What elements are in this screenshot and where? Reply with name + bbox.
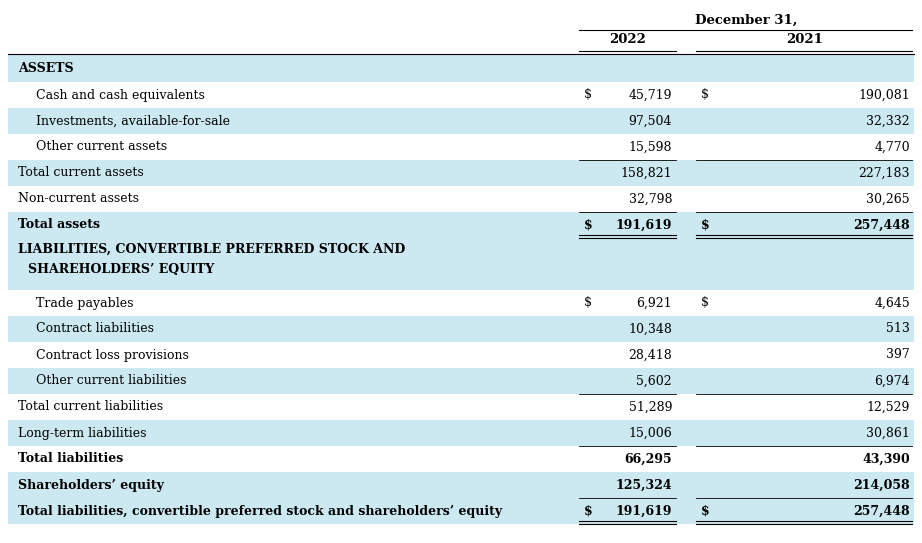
Text: SHAREHOLDERS’ EQUITY: SHAREHOLDERS’ EQUITY	[28, 263, 214, 276]
Text: ASSETS: ASSETS	[18, 61, 74, 74]
Text: $: $	[701, 89, 709, 102]
Text: Contract loss provisions: Contract loss provisions	[36, 349, 189, 362]
Bar	[8, 420, 914, 446]
Text: Total current liabilities: Total current liabilities	[18, 401, 163, 414]
Text: Investments, available-for-sale: Investments, available-for-sale	[36, 115, 230, 128]
Text: 51,289: 51,289	[629, 401, 672, 414]
Text: 257,448: 257,448	[854, 504, 910, 517]
Text: $: $	[701, 504, 710, 517]
Text: $: $	[584, 504, 593, 517]
Text: $: $	[701, 218, 710, 231]
Text: Shareholders’ equity: Shareholders’ equity	[18, 478, 164, 491]
Text: Other current assets: Other current assets	[36, 141, 167, 154]
Text: 30,265: 30,265	[867, 193, 910, 205]
Text: 32,798: 32,798	[629, 193, 672, 205]
Text: Long-term liabilities: Long-term liabilities	[18, 426, 147, 439]
Text: 2022: 2022	[609, 33, 646, 46]
Bar	[8, 160, 914, 186]
Text: Non-current assets: Non-current assets	[18, 193, 139, 205]
Bar	[8, 316, 914, 342]
Text: Total liabilities, convertible preferred stock and shareholders’ equity: Total liabilities, convertible preferred…	[18, 504, 502, 517]
Text: 191,619: 191,619	[616, 218, 672, 231]
Text: 43,390: 43,390	[862, 452, 910, 465]
Text: 15,598: 15,598	[629, 141, 672, 154]
Text: Contract liabilities: Contract liabilities	[36, 323, 154, 336]
Text: 257,448: 257,448	[854, 218, 910, 231]
Text: 10,348: 10,348	[628, 323, 672, 336]
Text: Total current assets: Total current assets	[18, 167, 144, 180]
Text: Other current liabilities: Other current liabilities	[36, 375, 186, 388]
Text: 66,295: 66,295	[624, 452, 672, 465]
Text: 32,332: 32,332	[867, 115, 910, 128]
Text: Cash and cash equivalents: Cash and cash equivalents	[36, 89, 205, 102]
Text: 227,183: 227,183	[858, 167, 910, 180]
Text: 5,602: 5,602	[636, 375, 672, 388]
Text: 6,921: 6,921	[636, 296, 672, 310]
Text: Trade payables: Trade payables	[36, 296, 134, 310]
Bar	[8, 212, 914, 238]
Bar	[8, 368, 914, 394]
Bar	[8, 472, 914, 498]
Bar	[8, 54, 914, 82]
Text: 4,770: 4,770	[874, 141, 910, 154]
Text: 45,719: 45,719	[629, 89, 672, 102]
Text: 190,081: 190,081	[858, 89, 910, 102]
Bar	[8, 238, 914, 290]
Text: LIABILITIES, CONVERTIBLE PREFERRED STOCK AND: LIABILITIES, CONVERTIBLE PREFERRED STOCK…	[18, 243, 406, 256]
Text: 12,529: 12,529	[867, 401, 910, 414]
Text: 214,058: 214,058	[854, 478, 910, 491]
Text: Total liabilities: Total liabilities	[18, 452, 124, 465]
Text: December 31,: December 31,	[695, 14, 798, 27]
Text: 97,504: 97,504	[629, 115, 672, 128]
Text: 397: 397	[886, 349, 910, 362]
Text: 2021: 2021	[786, 33, 823, 46]
Text: 4,645: 4,645	[874, 296, 910, 310]
Text: $: $	[584, 296, 592, 310]
Text: $: $	[584, 89, 592, 102]
Text: 125,324: 125,324	[615, 478, 672, 491]
Bar	[8, 108, 914, 134]
Bar	[8, 498, 914, 524]
Text: $: $	[584, 218, 593, 231]
Text: 28,418: 28,418	[628, 349, 672, 362]
Text: 158,821: 158,821	[621, 167, 672, 180]
Text: 15,006: 15,006	[628, 426, 672, 439]
Text: 191,619: 191,619	[616, 504, 672, 517]
Text: $: $	[701, 296, 709, 310]
Text: 513: 513	[886, 323, 910, 336]
Text: 30,861: 30,861	[866, 426, 910, 439]
Text: 6,974: 6,974	[874, 375, 910, 388]
Text: Total assets: Total assets	[18, 218, 100, 231]
